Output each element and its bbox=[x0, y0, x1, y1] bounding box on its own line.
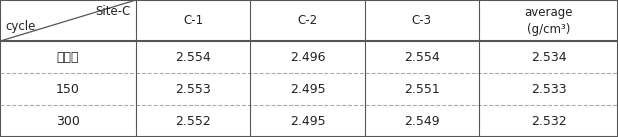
Text: 초기값: 초기값 bbox=[57, 51, 79, 64]
Text: 2.549: 2.549 bbox=[404, 115, 439, 128]
Text: 2.495: 2.495 bbox=[290, 83, 325, 96]
Text: 150: 150 bbox=[56, 83, 80, 96]
Text: C-2: C-2 bbox=[297, 14, 318, 27]
Text: 2.533: 2.533 bbox=[531, 83, 566, 96]
Text: 2.534: 2.534 bbox=[531, 51, 566, 64]
Text: 2.552: 2.552 bbox=[176, 115, 211, 128]
Text: 2.496: 2.496 bbox=[290, 51, 325, 64]
Text: C-3: C-3 bbox=[412, 14, 432, 27]
Text: Site-C: Site-C bbox=[96, 5, 131, 18]
Text: C-1: C-1 bbox=[183, 14, 203, 27]
Text: 300: 300 bbox=[56, 115, 80, 128]
Text: 2.554: 2.554 bbox=[176, 51, 211, 64]
Text: 2.495: 2.495 bbox=[290, 115, 325, 128]
Text: 2.554: 2.554 bbox=[404, 51, 439, 64]
Text: 2.551: 2.551 bbox=[404, 83, 439, 96]
Text: 2.553: 2.553 bbox=[176, 83, 211, 96]
Text: cycle: cycle bbox=[5, 20, 35, 33]
Text: average
(g/cm³): average (g/cm³) bbox=[524, 6, 573, 35]
Text: 2.532: 2.532 bbox=[531, 115, 566, 128]
